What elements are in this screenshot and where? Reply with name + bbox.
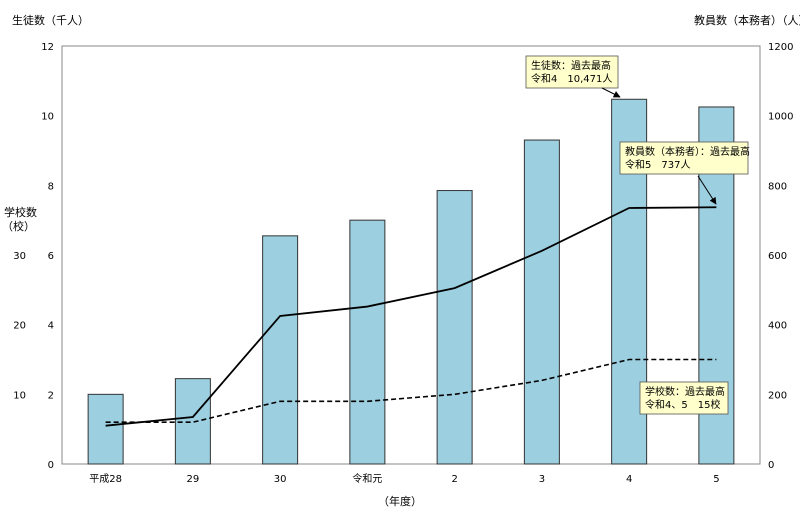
teachers-annotation-box <box>619 141 749 175</box>
schools-annotation-line2: 令和4、5 15校 <box>645 398 720 411</box>
left-axis-title: 生徒数（千人） <box>12 13 89 27</box>
right-tick-label: 1000 <box>768 112 793 123</box>
teachers-annotation-line2: 令和5 737人 <box>625 158 690 171</box>
teachers-annotation-line1: 教員数（本務者）：過去最高 <box>625 145 750 158</box>
left-tick-label: 12 <box>41 42 54 53</box>
plot-area <box>61 45 761 465</box>
x-tick-label: 30 <box>274 474 287 485</box>
students-annotation-line2: 令和4 10,471人 <box>531 72 612 85</box>
x-tick-label: 5 <box>713 474 719 485</box>
right-tick-label: 200 <box>768 390 787 401</box>
students-bar <box>174 378 211 465</box>
left-tick-label: 10 <box>41 112 54 123</box>
students-annotation-line1: 生徒数：過去最高 <box>531 59 611 72</box>
x-tick-label: 29 <box>187 474 200 485</box>
x-tick-label: 4 <box>626 474 632 485</box>
right-tick-label: 800 <box>768 181 787 192</box>
students-bar <box>436 190 473 465</box>
students-bar <box>349 219 386 465</box>
left-axis-ticks: 0 2 4 6 8 10 12 <box>41 42 54 471</box>
teachers-annotation-arrow <box>697 175 717 205</box>
schools-annotation-box <box>639 381 729 415</box>
right-tick-label: 400 <box>768 321 787 332</box>
right-tick-label: 1200 <box>768 42 793 53</box>
right-axis-ticks: 0 200 400 600 800 1000 1200 <box>768 42 793 471</box>
left-tick-label: 2 <box>48 390 54 401</box>
x-tick-label: 平成28 <box>89 473 122 485</box>
schools-tick-label: 10 <box>13 390 26 401</box>
x-tick-label: 2 <box>451 474 457 485</box>
students-annotation-box <box>525 55 619 89</box>
right-tick-label: 600 <box>768 251 787 262</box>
schools-annotation-line1: 学校数：過去最高 <box>645 385 725 398</box>
schools-annotation: 学校数：過去最高 令和4、5 15校 <box>639 381 729 415</box>
x-axis-title: （年度） <box>378 494 422 508</box>
x-tick-label: 令和元 <box>352 472 382 485</box>
teachers-annotation: 教員数（本務者）：過去最高 令和5 737人 <box>619 141 750 205</box>
x-tick-label: 3 <box>539 474 545 485</box>
left-tick-label: 8 <box>48 181 54 192</box>
left-tick-label: 4 <box>48 321 54 332</box>
right-axis-title: 教員数（本務者）（人） <box>694 13 800 27</box>
schools-axis-title-line2: （校） <box>2 219 35 233</box>
left-tick-label: 6 <box>48 251 54 262</box>
schools-tick-label: 30 <box>13 251 26 262</box>
schools-line <box>105 358 717 424</box>
students-annotation: 生徒数：過去最高 令和4 10,471人 <box>525 55 621 98</box>
students-bar <box>523 139 560 465</box>
schools-tick-label: 20 <box>13 321 26 332</box>
students-bar <box>87 393 124 465</box>
schools-axis-title-line1: 学校数 <box>4 205 37 219</box>
students-bar <box>262 235 299 465</box>
right-tick-label: 0 <box>768 460 774 471</box>
teachers-line <box>105 206 717 427</box>
left-tick-label: 0 <box>48 460 54 471</box>
schools-axis-ticks: 10 20 30 <box>13 251 26 401</box>
x-axis-ticks: 平成28 29 30 令和元 2 3 4 5 <box>89 472 719 485</box>
students-annotation-arrow <box>601 87 621 98</box>
